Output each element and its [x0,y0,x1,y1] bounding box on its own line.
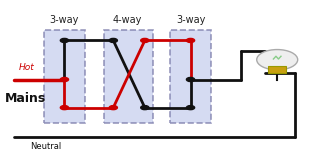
Circle shape [186,106,195,110]
Bar [170,30,211,123]
Text: Neutral: Neutral [30,142,61,151]
Text: Mains: Mains [4,92,46,105]
Circle shape [60,38,69,42]
Circle shape [60,106,69,110]
Circle shape [109,106,117,110]
Circle shape [141,38,149,42]
Circle shape [186,38,195,42]
Circle shape [186,77,195,82]
Bar [104,30,153,123]
Bar [44,30,85,123]
Text: Hot: Hot [19,63,34,72]
Circle shape [257,50,298,70]
Text: 3-way: 3-way [50,15,79,25]
Text: 4-way: 4-way [113,15,142,25]
Circle shape [141,106,149,110]
Bar [268,66,286,73]
Text: 3-way: 3-way [176,15,205,25]
Circle shape [109,38,117,42]
Circle shape [60,77,69,82]
